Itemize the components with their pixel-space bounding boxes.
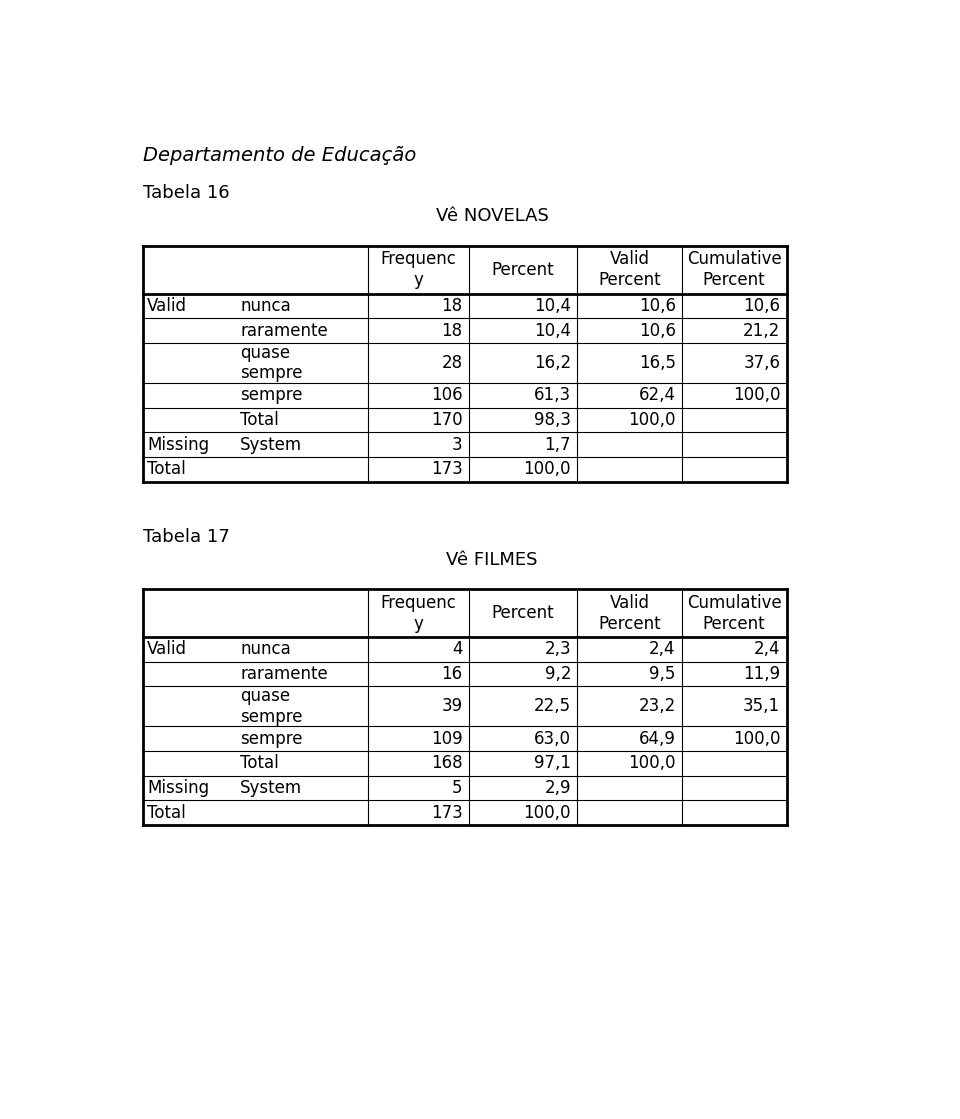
Text: raramente: raramente	[240, 321, 328, 340]
Text: 10,6: 10,6	[638, 297, 676, 314]
Text: 3: 3	[452, 435, 463, 453]
Text: 168: 168	[431, 754, 463, 772]
Text: 18: 18	[442, 321, 463, 340]
Text: 18: 18	[442, 297, 463, 314]
Text: 100,0: 100,0	[732, 386, 780, 404]
Text: Valid
Percent: Valid Percent	[598, 594, 660, 632]
Text: Frequenc
y: Frequenc y	[380, 251, 456, 289]
Text: 109: 109	[431, 730, 463, 747]
Text: 37,6: 37,6	[743, 354, 780, 372]
Text: 2,3: 2,3	[544, 640, 571, 658]
Text: 63,0: 63,0	[534, 730, 571, 747]
Text: Missing: Missing	[147, 779, 209, 797]
Text: 100,0: 100,0	[628, 411, 676, 429]
Text: 9,5: 9,5	[649, 665, 676, 683]
Text: 11,9: 11,9	[743, 665, 780, 683]
Text: 64,9: 64,9	[638, 730, 676, 747]
Text: Total: Total	[240, 411, 278, 429]
Text: 97,1: 97,1	[534, 754, 571, 772]
Text: 10,4: 10,4	[534, 321, 571, 340]
Text: Vê FILMES: Vê FILMES	[446, 551, 538, 568]
Text: Percent: Percent	[492, 261, 554, 279]
Text: Vê NOVELAS: Vê NOVELAS	[436, 207, 548, 225]
Text: 1,7: 1,7	[544, 435, 571, 453]
Text: 39: 39	[442, 697, 463, 715]
Text: System: System	[240, 779, 302, 797]
Text: 10,4: 10,4	[534, 297, 571, 314]
Text: 100,0: 100,0	[523, 803, 571, 821]
Text: sempre: sempre	[240, 386, 302, 404]
Text: Frequenc
y: Frequenc y	[380, 594, 456, 632]
Text: Cumulative
Percent: Cumulative Percent	[686, 594, 781, 632]
Text: nunca: nunca	[240, 297, 291, 314]
Text: Tabela 16: Tabela 16	[143, 185, 229, 203]
Text: 173: 173	[431, 460, 463, 478]
Text: 106: 106	[431, 386, 463, 404]
Text: quase
sempre: quase sempre	[240, 687, 302, 726]
Text: 16,5: 16,5	[638, 354, 676, 372]
Text: 62,4: 62,4	[638, 386, 676, 404]
Text: 21,2: 21,2	[743, 321, 780, 340]
Text: quase
sempre: quase sempre	[240, 344, 302, 383]
Text: Valid: Valid	[147, 640, 187, 658]
Text: 2,4: 2,4	[754, 640, 780, 658]
Text: 2,4: 2,4	[649, 640, 676, 658]
Text: Total: Total	[147, 460, 186, 478]
Text: nunca: nunca	[240, 640, 291, 658]
Text: 22,5: 22,5	[534, 697, 571, 715]
Text: 173: 173	[431, 803, 463, 821]
Text: Tabela 17: Tabela 17	[143, 528, 230, 546]
Text: 10,6: 10,6	[743, 297, 780, 314]
Text: Total: Total	[240, 754, 278, 772]
Text: System: System	[240, 435, 302, 453]
Text: Valid: Valid	[147, 297, 187, 314]
Text: Missing: Missing	[147, 435, 209, 453]
Text: Percent: Percent	[492, 604, 554, 622]
Text: 35,1: 35,1	[743, 697, 780, 715]
Text: Departamento de Educação: Departamento de Educação	[143, 145, 417, 164]
Text: 100,0: 100,0	[523, 460, 571, 478]
Text: 2,9: 2,9	[544, 779, 571, 797]
Text: 10,6: 10,6	[638, 321, 676, 340]
Text: 4: 4	[452, 640, 463, 658]
Text: Valid
Percent: Valid Percent	[598, 251, 660, 289]
Text: 100,0: 100,0	[732, 730, 780, 747]
Text: 61,3: 61,3	[534, 386, 571, 404]
Text: 5: 5	[452, 779, 463, 797]
Text: 16,2: 16,2	[534, 354, 571, 372]
Text: sempre: sempre	[240, 730, 302, 747]
Text: 100,0: 100,0	[628, 754, 676, 772]
Text: 170: 170	[431, 411, 463, 429]
Text: 16: 16	[442, 665, 463, 683]
Text: Total: Total	[147, 803, 186, 821]
Text: 28: 28	[442, 354, 463, 372]
Text: 98,3: 98,3	[534, 411, 571, 429]
Text: Cumulative
Percent: Cumulative Percent	[686, 251, 781, 289]
Text: 9,2: 9,2	[544, 665, 571, 683]
Text: 23,2: 23,2	[638, 697, 676, 715]
Text: raramente: raramente	[240, 665, 328, 683]
